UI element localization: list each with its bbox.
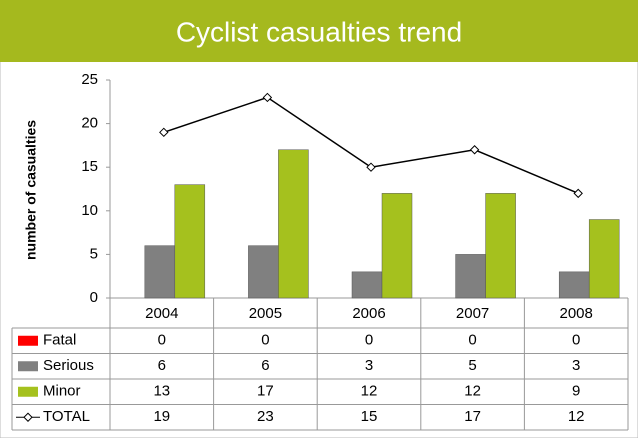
x-tick-label: 2004	[145, 305, 178, 322]
table-cell: 6	[261, 357, 269, 374]
x-tick-label: 2005	[249, 305, 282, 322]
table-cell: 17	[464, 408, 481, 425]
bar	[558, 271, 590, 299]
table-cell: 3	[572, 357, 580, 374]
table-cell: 12	[361, 383, 378, 400]
legend-label: Serious	[43, 357, 94, 374]
table-cell: 17	[257, 383, 274, 400]
table-cell: 15	[361, 408, 378, 425]
y-tick-label: 5	[90, 245, 98, 262]
legend-symbol	[18, 361, 38, 372]
legend-symbol	[23, 412, 33, 422]
table-cell: 0	[158, 332, 166, 349]
line-marker	[159, 127, 169, 138]
table-cell: 13	[153, 383, 170, 400]
y-tick-label: 10	[81, 202, 98, 219]
table-cell: 12	[568, 408, 585, 425]
table-cell: 0	[572, 332, 580, 349]
table-cell: 23	[257, 408, 274, 425]
bar	[248, 245, 279, 299]
table-cell: 0	[261, 332, 269, 349]
line-marker	[366, 162, 376, 172]
y-tick-label: 0	[90, 289, 98, 306]
line-marker	[573, 188, 583, 199]
bar	[351, 271, 383, 299]
table-cell: 19	[153, 408, 170, 425]
y-tick-label: 15	[81, 158, 98, 175]
legend-label: Minor	[43, 383, 81, 400]
x-tick-label: 2008	[560, 305, 593, 322]
legend-label: Fatal	[43, 332, 76, 349]
bar	[381, 193, 413, 299]
y-tick-label: 25	[81, 71, 98, 88]
x-tick-label: 2007	[456, 305, 489, 322]
title-banner	[0, 0, 638, 62]
line-marker	[469, 145, 480, 155]
table-cell: 9	[572, 383, 580, 400]
line-marker	[262, 92, 273, 103]
table-cell: 6	[158, 357, 166, 374]
y-axis-label: number of casualties	[23, 120, 39, 260]
legend-symbol	[18, 386, 38, 397]
x-tick-label: 2006	[352, 305, 385, 322]
legend-label: TOTAL	[43, 408, 90, 425]
legend-symbol	[18, 335, 38, 346]
bar	[588, 219, 620, 299]
table-cell: 5	[468, 357, 476, 374]
chart-title: Cyclist casualties trend	[176, 16, 462, 47]
table-cell: 3	[365, 357, 373, 374]
bar	[278, 149, 309, 299]
bar	[144, 245, 176, 299]
table-cell: 0	[365, 332, 373, 349]
bar	[455, 254, 486, 299]
y-tick-label: 20	[81, 115, 98, 132]
table-cell: 0	[468, 332, 476, 349]
bar	[174, 184, 206, 299]
table-cell: 12	[464, 383, 481, 400]
bar	[485, 193, 516, 299]
